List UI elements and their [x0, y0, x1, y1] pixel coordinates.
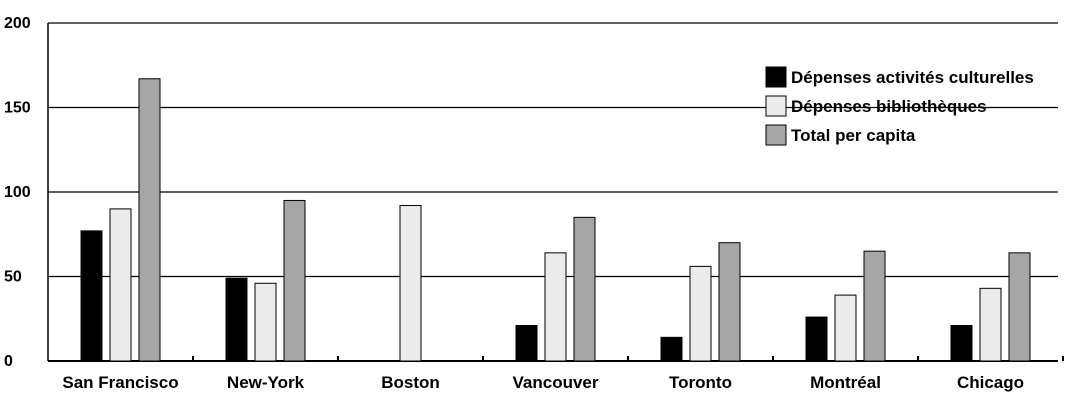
- x-category-label: Montréal: [810, 373, 881, 392]
- bar: [399, 205, 422, 362]
- y-axis-ticks: 0 50 100 150 200: [4, 15, 31, 370]
- legend-label: Total per capita: [791, 126, 916, 145]
- y-tick-label: 100: [4, 184, 31, 201]
- legend-label: Dépenses bibliothèques: [791, 97, 987, 116]
- legend-label: Dépenses activités culturelles: [791, 68, 1034, 87]
- legend: Dépenses activités culturelles Dépenses b…: [765, 66, 1034, 146]
- bar: [718, 242, 741, 362]
- bar: [834, 294, 857, 362]
- bar: [80, 230, 103, 362]
- bar: [109, 208, 132, 362]
- bar: [254, 282, 277, 362]
- bars: [80, 78, 1031, 362]
- y-tick-label: 200: [4, 15, 31, 32]
- x-category-label: Vancouver: [513, 373, 599, 392]
- bar: [979, 287, 1002, 362]
- x-category-label: New-York: [227, 373, 305, 392]
- bar: [225, 277, 248, 362]
- x-category-label: Toronto: [669, 373, 732, 392]
- y-tick-label: 0: [4, 353, 13, 370]
- bar: [515, 325, 538, 362]
- bar: [660, 336, 683, 362]
- y-tick-label: 50: [4, 269, 22, 286]
- bar: [863, 250, 886, 362]
- bar: [950, 325, 973, 362]
- bar: [544, 252, 567, 362]
- bar: [283, 199, 306, 362]
- bar: [805, 316, 828, 362]
- legend-swatch: [765, 95, 787, 117]
- y-tick-label: 150: [4, 100, 31, 117]
- legend-swatch: [765, 66, 787, 88]
- legend-swatch: [765, 124, 787, 146]
- x-category-label: Chicago: [957, 373, 1024, 392]
- bar: [1008, 252, 1031, 362]
- x-category-label: Boston: [381, 373, 440, 392]
- bar: [689, 265, 712, 362]
- x-axis-labels: San Francisco New-York Boston Vancouver Toro…: [62, 373, 1024, 392]
- x-category-label: San Francisco: [62, 373, 178, 392]
- bar: [573, 216, 596, 362]
- grid-lines: [48, 22, 1058, 278]
- bar: [138, 78, 161, 362]
